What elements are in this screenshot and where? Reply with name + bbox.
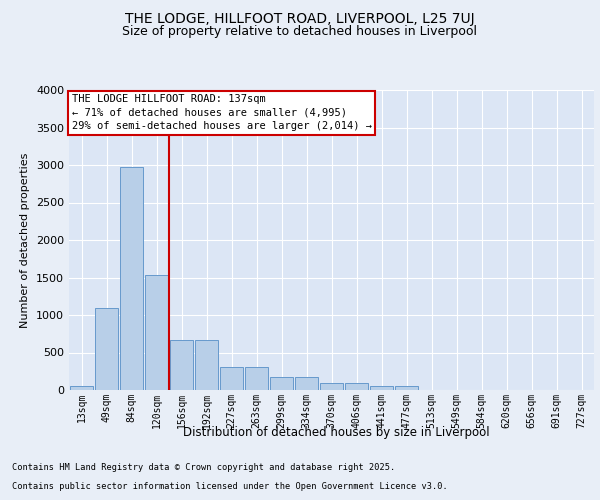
- Text: THE LODGE HILLFOOT ROAD: 137sqm
← 71% of detached houses are smaller (4,995)
29%: THE LODGE HILLFOOT ROAD: 137sqm ← 71% of…: [71, 94, 371, 131]
- Bar: [170, 340, 193, 390]
- Text: THE LODGE, HILLFOOT ROAD, LIVERPOOL, L25 7UJ: THE LODGE, HILLFOOT ROAD, LIVERPOOL, L25…: [125, 12, 475, 26]
- Bar: [70, 386, 94, 390]
- Text: Contains HM Land Registry data © Crown copyright and database right 2025.: Contains HM Land Registry data © Crown c…: [12, 464, 395, 472]
- Bar: [119, 166, 143, 390]
- Text: Distribution of detached houses by size in Liverpool: Distribution of detached houses by size …: [182, 426, 490, 439]
- Bar: [370, 386, 394, 390]
- Bar: [320, 382, 343, 390]
- Text: Contains public sector information licensed under the Open Government Licence v3: Contains public sector information licen…: [12, 482, 448, 491]
- Bar: [269, 377, 293, 390]
- Bar: [295, 377, 319, 390]
- Bar: [95, 308, 118, 390]
- Bar: [194, 340, 218, 390]
- Bar: [245, 367, 268, 390]
- Bar: [395, 386, 418, 390]
- Bar: [145, 275, 169, 390]
- Bar: [220, 367, 244, 390]
- Bar: [344, 382, 368, 390]
- Text: Size of property relative to detached houses in Liverpool: Size of property relative to detached ho…: [122, 25, 478, 38]
- Y-axis label: Number of detached properties: Number of detached properties: [20, 152, 31, 328]
